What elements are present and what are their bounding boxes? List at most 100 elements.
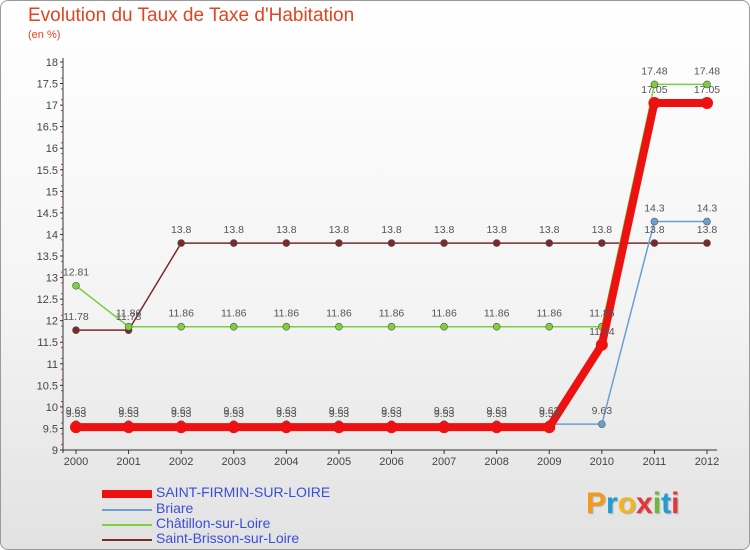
legend-label: SAINT-FIRMIN-SUR-LOIRE (156, 484, 331, 500)
data-label: 13.8 (171, 224, 192, 236)
y-tick-label: 16.5 (37, 122, 58, 134)
data-label: 11.78 (63, 311, 89, 323)
y-tick-label: 13 (46, 273, 58, 285)
data-label: 12.81 (63, 267, 89, 279)
data-point (490, 421, 503, 434)
data-label: 17.48 (641, 65, 667, 77)
data-label: 17.05 (694, 84, 720, 96)
y-tick-label: 10 (46, 402, 58, 414)
data-point (72, 326, 80, 334)
data-label: 13.8 (486, 224, 507, 236)
data-label: 9.53 (486, 408, 507, 420)
y-tick-label: 15.5 (37, 165, 58, 177)
data-point (282, 239, 291, 247)
data-label: 13.8 (276, 224, 297, 236)
data-label: 9.53 (276, 408, 297, 420)
legend-label: Briare (156, 500, 194, 516)
data-point (229, 239, 238, 247)
data-label: 9.53 (329, 408, 350, 420)
logo-letter: o (617, 487, 637, 520)
data-point (598, 239, 606, 247)
data-label: 11.86 (221, 308, 247, 320)
data-label: 13.8 (224, 224, 245, 236)
data-label: 9.63 (539, 405, 560, 417)
x-tick-label: 2004 (274, 456, 298, 468)
data-point (438, 421, 451, 434)
data-label: 9.63 (276, 405, 297, 417)
legend-swatch (102, 509, 152, 511)
y-tick-label: 14.5 (37, 208, 58, 220)
data-label: 11.86 (168, 308, 194, 320)
data-point (545, 239, 554, 247)
y-tick-label: 11 (47, 359, 58, 371)
chart-subtitle: (en %) (28, 29, 61, 41)
y-tick-label: 12 (46, 316, 58, 328)
data-point (335, 322, 343, 331)
y-tick-label: 10.5 (37, 380, 58, 392)
data-point (648, 96, 661, 109)
y-tick-label: 17.5 (37, 79, 58, 91)
data-label: 11.86 (589, 308, 615, 320)
data-label: 11.86 (431, 308, 457, 320)
logo-letter: i (671, 487, 680, 520)
y-tick-label: 16 (46, 143, 58, 155)
data-point (175, 421, 188, 434)
x-tick-label: 2009 (537, 456, 561, 468)
data-label: 9.53 (539, 408, 560, 420)
data-point (703, 239, 711, 247)
data-point (227, 421, 240, 434)
data-label: 9.53 (224, 408, 245, 420)
data-point (385, 421, 398, 434)
data-label: 9.63 (486, 405, 507, 417)
x-tick-label: 2010 (590, 456, 614, 468)
data-label: 14.3 (697, 203, 718, 215)
data-point (595, 338, 608, 351)
data-label: 17.05 (641, 84, 667, 96)
data-label: 13.8 (381, 224, 402, 236)
data-point (492, 239, 501, 247)
data-point (650, 80, 659, 89)
data-point (177, 322, 185, 331)
logo-letter: P (586, 487, 607, 520)
data-point (598, 420, 606, 428)
x-tick-label: 2008 (484, 456, 508, 468)
data-point (282, 322, 291, 331)
data-point (440, 322, 448, 331)
logo-letter: t (661, 487, 672, 520)
data-point (280, 421, 293, 434)
data-label: 13.8 (539, 224, 560, 236)
x-tick-label: 2011 (643, 456, 667, 468)
data-point (124, 322, 133, 331)
data-label: 9.63 (171, 405, 192, 417)
data-label: 13.8 (592, 224, 613, 236)
data-point (701, 96, 713, 109)
data-label: 9.63 (434, 405, 455, 417)
chart-title: Evolution du Taux de Taxe d'Habitation (28, 5, 355, 26)
logo-letter: x (636, 487, 653, 520)
data-point (545, 322, 554, 331)
data-label: 9.63 (592, 405, 613, 417)
data-point (387, 322, 396, 331)
legend-label: Châtillon-sur-Loire (156, 515, 271, 531)
x-tick-label: 2005 (327, 456, 351, 468)
y-tick-label: 17 (46, 100, 58, 112)
x-tick-label: 2007 (432, 456, 456, 468)
data-label: 11.86 (484, 308, 510, 320)
logo-letter: i (652, 487, 662, 520)
data-point (650, 239, 659, 247)
data-point (650, 217, 659, 226)
y-tick-label: 11.5 (37, 337, 58, 349)
y-tick-label: 12.5 (37, 294, 58, 306)
data-point (440, 239, 448, 247)
data-label: 13.8 (644, 224, 665, 236)
legend-label: Saint-Brisson-sur-Loire (156, 530, 300, 546)
data-label: 11.86 (116, 308, 142, 320)
data-label: 17.48 (694, 65, 720, 77)
data-label: 14.3 (644, 203, 665, 215)
data-label: 9.63 (118, 405, 139, 417)
x-tick-label: 2006 (379, 456, 403, 468)
data-label: 9.53 (434, 408, 455, 420)
x-tick-label: 2003 (222, 456, 246, 468)
legend-swatch (102, 490, 152, 498)
data-point (72, 281, 80, 290)
